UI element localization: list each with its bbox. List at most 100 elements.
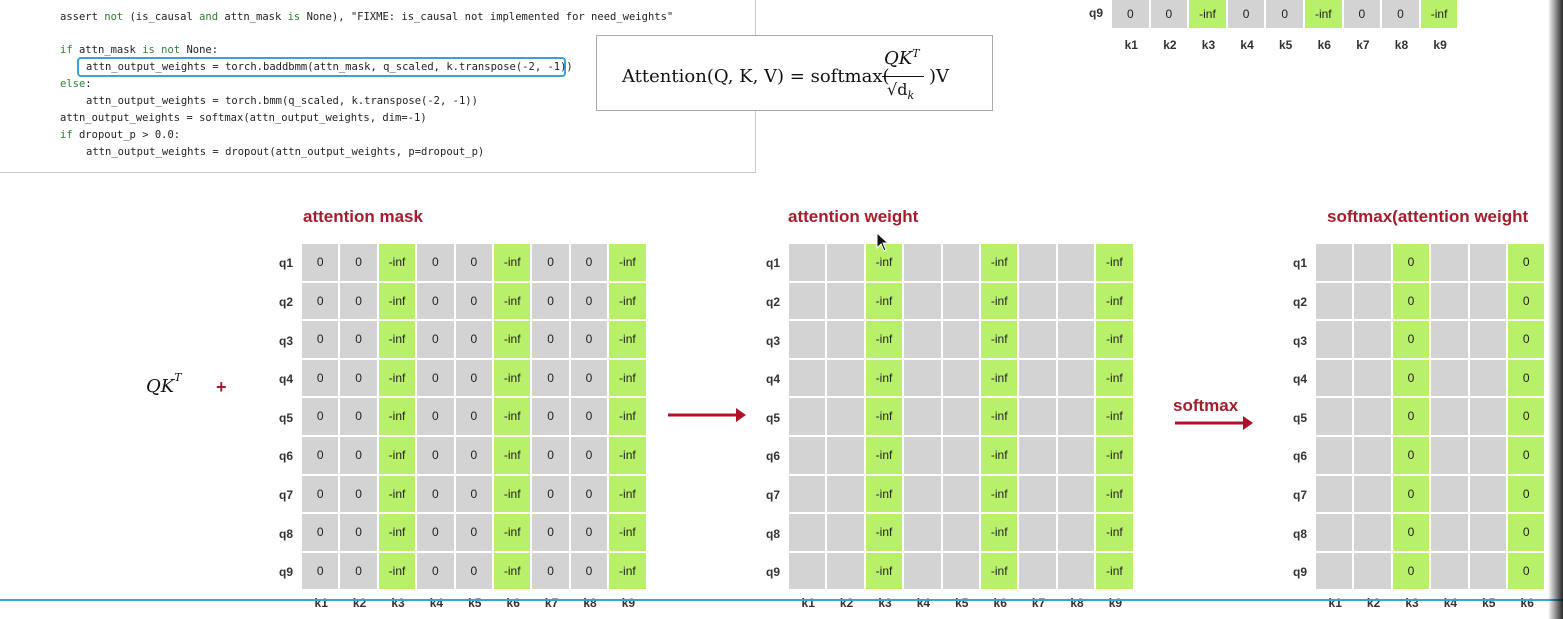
row-label: q3 <box>1292 333 1307 348</box>
matrix-cell: 0 <box>532 321 571 360</box>
matrix-cell <box>1316 244 1355 283</box>
matrix-cell: 0 <box>1392 514 1432 553</box>
matrix-cell: 0 <box>1392 282 1432 322</box>
matrix-cell <box>1057 359 1097 399</box>
matrix-cell <box>827 475 866 515</box>
column-label: k7 <box>1356 38 1370 52</box>
code-line: attn_output_weights = dropout(attn_outpu… <box>86 146 485 158</box>
matrix-cell: -inf <box>378 282 418 322</box>
matrix-cell <box>1019 321 1058 360</box>
column-label: k8 <box>1394 38 1409 52</box>
matrix-cell: 0 <box>455 437 494 476</box>
code-line: if dropout_p > 0.0: <box>60 129 181 141</box>
matrix-cell <box>1316 282 1355 322</box>
matrix-cell: 0 <box>1508 321 1547 360</box>
matrix-cell: -inf <box>865 552 905 592</box>
matrix-cell: 0 <box>417 398 456 437</box>
matrix-cell <box>827 552 866 592</box>
matrix-cell <box>789 552 828 592</box>
matrix-cell <box>789 475 828 515</box>
matrix-cell <box>904 552 943 592</box>
matrix-cell: 0 <box>1392 244 1432 283</box>
matrix-cell <box>1019 514 1058 553</box>
matrix-cell <box>942 321 981 360</box>
matrix-cell: 0 <box>340 398 379 437</box>
code-highlight-box <box>77 57 566 77</box>
matrix-cell: -inf <box>1305 0 1344 30</box>
matrix-cell <box>1431 321 1470 360</box>
column-label: k1 <box>1124 38 1138 52</box>
row-label: q8 <box>278 526 293 541</box>
qkt-label: QKT <box>146 371 182 397</box>
matrix-cell: -inf <box>609 359 648 399</box>
matrix-cell: -inf <box>494 244 533 283</box>
matrix-cell: 0 <box>340 514 379 553</box>
matrix-cell <box>1469 514 1508 553</box>
matrix-cell: 0 <box>1343 0 1383 30</box>
matrix-cell: -inf <box>609 437 648 476</box>
matrix-cell: -inf <box>378 398 418 437</box>
matrix-cell: 0 <box>302 552 341 592</box>
matrix-cell: -inf <box>981 359 1020 399</box>
matrix-cell: 0 <box>570 552 610 592</box>
code-line: attn_output_weights = torch.baddbmm(attn… <box>86 61 573 73</box>
matrix-cell: -inf <box>981 552 1020 592</box>
matrix-cell: 0 <box>340 244 379 283</box>
matrix-cell <box>789 437 828 476</box>
matrix-cell: 0 <box>455 321 494 360</box>
matrix-cell <box>1354 244 1393 283</box>
attention-mask-title: attention mask <box>303 207 423 226</box>
matrix-cell: 0 <box>1508 359 1547 399</box>
matrix-cell: 0 <box>302 437 341 476</box>
matrix-cell: 0 <box>340 282 379 322</box>
row-label: q9 <box>278 565 293 580</box>
matrix-cell <box>1057 437 1097 476</box>
matrix-cell: 0 <box>532 514 571 553</box>
matrix-cell: -inf <box>609 514 648 553</box>
code-line: assert not (is_causal and attn_mask is N… <box>60 11 674 23</box>
matrix-cell <box>1316 437 1355 476</box>
matrix-cell: 0 <box>532 244 571 283</box>
matrix-cell: 0 <box>532 282 571 322</box>
matrix-cell <box>827 398 866 437</box>
row-label: q1 <box>1292 256 1307 271</box>
matrix-cell: -inf <box>981 475 1020 515</box>
matrix-cell <box>789 282 828 322</box>
matrix-cell <box>1057 321 1097 360</box>
matrix-cell: 0 <box>302 398 341 437</box>
row-label: q3 <box>278 333 293 348</box>
matrix-cell <box>1019 398 1058 437</box>
matrix-cell: -inf <box>609 552 648 592</box>
matrix-cell: 0 <box>1508 552 1547 592</box>
matrix-cell: -inf <box>1096 475 1135 515</box>
matrix-cell <box>1431 244 1470 283</box>
matrix-cell: 0 <box>302 475 341 515</box>
matrix-cell <box>1019 282 1058 322</box>
matrix-cell: -inf <box>1096 321 1135 360</box>
matrix-cell: 0 <box>1392 398 1432 437</box>
matrix-cell: 0 <box>570 398 610 437</box>
matrix-cell: 0 <box>1392 359 1432 399</box>
matrix-cell <box>1354 398 1393 437</box>
matrix-cell <box>904 437 943 476</box>
matrix-cell: 0 <box>532 437 571 476</box>
matrix-cell <box>1354 321 1393 360</box>
matrix-cell <box>1354 552 1393 592</box>
right-arrow-icon <box>668 408 746 422</box>
matrix-cell: -inf <box>1096 359 1135 399</box>
matrix-cell: -inf <box>1420 0 1460 30</box>
matrix-cell: 0 <box>417 359 456 399</box>
matrix-cell <box>827 359 866 399</box>
row-label: q6 <box>765 449 780 464</box>
matrix-cell: -inf <box>494 475 533 515</box>
matrix-cell <box>1057 552 1097 592</box>
matrix-cell <box>942 514 981 553</box>
matrix-cell: 0 <box>417 552 456 592</box>
row-label: q7 <box>278 487 293 502</box>
row-label: q9 <box>765 565 780 580</box>
matrix-cell: -inf <box>494 552 533 592</box>
matrix-cell: -inf <box>1096 244 1135 283</box>
row-label: q1 <box>278 256 293 271</box>
matrix-cell: -inf <box>494 321 533 360</box>
matrix-cell <box>1354 475 1393 515</box>
